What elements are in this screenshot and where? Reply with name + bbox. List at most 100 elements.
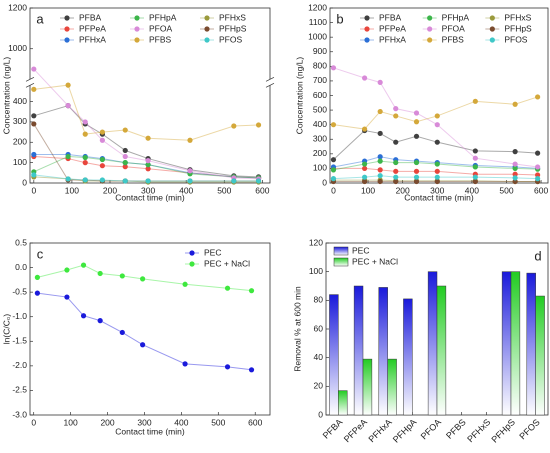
y-tick-label: 900 [313, 46, 327, 56]
legend-marker [134, 26, 140, 32]
data-point [472, 174, 478, 180]
legend-label: PFOS [219, 34, 242, 44]
x-axis-title: Contact time (min) [115, 426, 185, 436]
data-point [330, 122, 337, 128]
x-tick-label: 200 [396, 185, 410, 195]
x-tick-label: PFPeA [342, 417, 369, 444]
y-tick-label: 0.0 [15, 262, 27, 272]
data-point [512, 175, 518, 181]
data-point [362, 174, 368, 180]
data-point [535, 150, 541, 156]
x-tick-label: PFHxA [367, 417, 394, 444]
data-point [512, 161, 518, 167]
y-tick-label: -2.0 [12, 360, 27, 370]
legend-marker [364, 37, 370, 43]
data-point [80, 262, 87, 268]
x-tick-label: 0 [331, 185, 336, 195]
data-point [255, 122, 262, 128]
bar [535, 295, 545, 416]
legend-swatch [333, 257, 349, 267]
y-tick-label: 600 [313, 90, 327, 100]
data-point [377, 167, 383, 173]
x-tick-label: 100 [361, 185, 375, 195]
x-tick-label: 600 [534, 185, 548, 195]
y-tick-label: -1.0 [12, 311, 27, 321]
data-point [413, 133, 420, 139]
y-tick-label: 100 [13, 157, 27, 167]
legend-label: PFHpS [504, 23, 532, 33]
legend-marker [64, 15, 70, 21]
data-point [377, 108, 383, 115]
data-point [65, 82, 71, 88]
series-line [333, 129, 538, 161]
data-point [80, 313, 87, 319]
legend-label: PFBS [442, 34, 465, 44]
legend-marker [204, 26, 210, 32]
data-point [82, 154, 88, 161]
data-point [231, 123, 237, 129]
x-axis-title: Contact time (min) [404, 192, 474, 202]
data-point [535, 164, 541, 170]
data-point [393, 178, 399, 185]
x-axis-title: Contact time (min) [115, 192, 185, 202]
legend-marker [134, 15, 140, 21]
legend-marker [427, 15, 433, 21]
y-tick-label: 400 [13, 96, 27, 106]
x-tick-label: 600 [255, 185, 269, 195]
data-point [472, 155, 478, 161]
data-point [122, 178, 128, 184]
data-point [31, 172, 37, 178]
data-point [535, 172, 541, 178]
legend-marker [189, 250, 195, 256]
data-point [330, 157, 337, 163]
data-point [82, 119, 88, 125]
data-point [224, 364, 231, 370]
data-point [224, 285, 231, 291]
data-point [472, 164, 478, 170]
data-point [512, 165, 518, 172]
data-point [140, 342, 146, 348]
data-point [187, 168, 193, 174]
y-tick-label: 100 [309, 266, 323, 276]
x-tick-label: 500 [499, 185, 513, 195]
data-point [99, 137, 105, 143]
data-point [377, 178, 383, 185]
data-point [434, 113, 440, 119]
data-point [472, 148, 478, 154]
x-tick-label: PFOA [419, 417, 443, 441]
data-point [119, 273, 125, 279]
data-point [362, 75, 368, 81]
axis-break-mark [25, 76, 35, 82]
legend-label: PEC + NaCl [352, 256, 398, 266]
x-tick-label: 400 [179, 185, 193, 195]
data-point [393, 174, 399, 180]
data-point [119, 329, 125, 336]
x-tick-label: 100 [64, 417, 78, 427]
y-tick-label: 700 [313, 75, 327, 85]
data-point [65, 153, 71, 160]
bar [362, 358, 373, 416]
legend-marker [489, 37, 495, 43]
x-tick-label: 200 [100, 417, 114, 427]
x-tick-label: 100 [65, 185, 79, 195]
data-point [413, 110, 420, 116]
data-point [362, 126, 368, 132]
x-tick-label: 500 [211, 417, 225, 427]
bar [510, 271, 521, 416]
panel-label: d [534, 248, 541, 263]
legend-swatch [333, 246, 349, 256]
legend-label: PFHpA [149, 12, 177, 22]
data-point [330, 176, 337, 182]
y-tick-label: -2.5 [12, 385, 27, 395]
data-point [434, 174, 440, 180]
legend-label: PEC [352, 245, 369, 255]
data-point [187, 137, 193, 143]
data-point [330, 65, 337, 71]
series-line [37, 292, 252, 371]
data-point [535, 176, 541, 182]
legend-marker [489, 26, 495, 32]
data-point [393, 106, 399, 112]
x-tick-label: 400 [174, 417, 188, 427]
y-tick-label: 400 [313, 119, 327, 129]
